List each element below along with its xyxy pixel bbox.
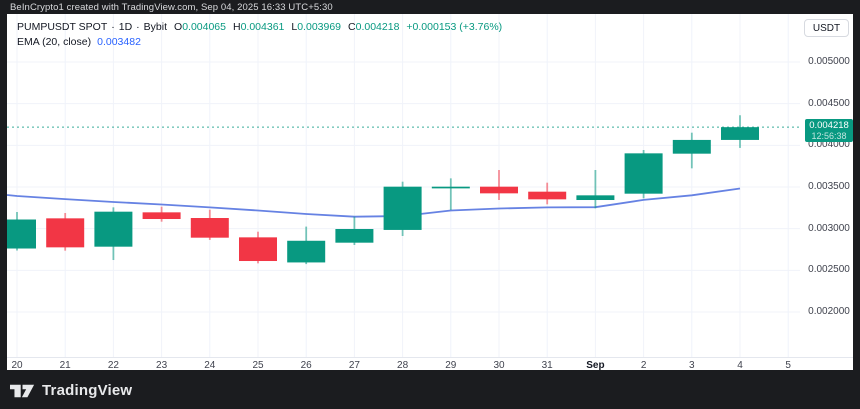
interval-label: 1D <box>118 20 133 33</box>
separator-dot: · <box>111 20 115 33</box>
open-value: 0.004065 <box>182 20 226 33</box>
candle-body <box>624 153 663 194</box>
price-tick-label: 0.003000 <box>808 222 850 234</box>
indicator-value: 0.003482 <box>97 35 141 48</box>
chart-legend: PUMPUSDT SPOT · 1D · Bybit O 0.004065 H … <box>17 20 502 48</box>
candle-body <box>190 218 229 238</box>
tradingview-logo-icon <box>10 384 35 397</box>
low-value: 0.003969 <box>297 20 342 33</box>
time-axis[interactable]: 20 21 22 23 24 25 26 27 28 29 30 31 Sep 2 3 4 5 <box>7 358 853 371</box>
change-value: +0.000153 (+3.76%) <box>406 20 503 33</box>
price-chart-canvas[interactable] <box>7 14 853 358</box>
attribution-text: BeInCrypto1 created with TradingView.com… <box>10 1 333 13</box>
close-value: 0.004218 <box>355 20 400 33</box>
open-label: O <box>174 20 183 33</box>
low-label: L <box>291 20 298 33</box>
chart-panel[interactable]: PUMPUSDT SPOT · 1D · Bybit O 0.004065 H … <box>7 14 853 371</box>
candle-body <box>480 186 518 194</box>
time-tick-label: 2 <box>640 360 647 371</box>
time-tick-label: 31 <box>541 360 553 371</box>
price-tick-label: 0.003500 <box>808 181 850 192</box>
brand-bar: TradingView <box>0 370 860 409</box>
last-price-value: 0.004218 <box>809 120 849 132</box>
price-tick-label: 0.002500 <box>808 264 850 276</box>
time-tick-label: 26 <box>300 360 312 371</box>
candle-body <box>431 186 470 189</box>
attribution-bar: BeInCrypto1 created with TradingView.com… <box>0 0 860 14</box>
candle-body <box>46 218 85 248</box>
last-price-countdown: 12:56:38 <box>811 131 847 142</box>
candle-body <box>94 211 133 247</box>
time-tick-label: 30 <box>493 360 505 371</box>
candle-body <box>142 212 181 220</box>
time-tick-label: 3 <box>689 360 695 371</box>
close-label: C <box>348 20 356 33</box>
time-tick-label: 22 <box>107 360 119 371</box>
candle-body <box>383 186 422 230</box>
last-price-badge: 0.004218 12:56:38 <box>805 119 853 143</box>
indicator-row: EMA (20, close) 0.003482 <box>17 35 502 48</box>
price-tick-label: 0.002000 <box>808 306 850 318</box>
price-tick-label: 0.005000 <box>808 56 850 67</box>
brand-lockup: TradingView <box>10 382 132 399</box>
time-tick-label: 24 <box>204 360 216 371</box>
candle-body <box>7 219 36 249</box>
time-tick-label: 23 <box>156 360 168 371</box>
exchange-label: Bybit <box>143 20 168 33</box>
high-label: H <box>232 20 241 33</box>
candle-body <box>239 237 277 262</box>
separator-dot: · <box>136 20 140 33</box>
indicator-name: EMA (20, close) <box>17 35 92 48</box>
candle-body <box>672 139 711 154</box>
symbol-name: PUMPUSDT SPOT <box>17 20 108 33</box>
price-axis[interactable]: 0.005000 0.004500 0.004000 0.003500 0.003000… <box>805 14 853 358</box>
time-tick-label: 4 <box>737 360 743 371</box>
currency-toggle-button[interactable]: USDT <box>804 19 849 37</box>
time-tick-label: 20 <box>11 360 23 371</box>
time-tick-label: 25 <box>252 360 264 371</box>
time-tick-label: 5 <box>785 360 791 371</box>
price-tick-label: 0.004000 <box>808 139 850 151</box>
candle-body <box>576 195 615 201</box>
candle-body <box>721 127 759 140</box>
candle-body <box>335 229 374 243</box>
candle-body <box>287 240 326 263</box>
time-tick-label: 28 <box>397 360 409 371</box>
price-tick-label: 0.004500 <box>808 97 850 109</box>
time-tick-label: 21 <box>59 360 71 371</box>
brand-wordmark: TradingView <box>42 382 133 399</box>
time-tick-label: Sep <box>586 360 605 371</box>
high-value: 0.004361 <box>240 20 285 33</box>
time-tick-label: 29 <box>445 360 457 371</box>
time-tick-label: 27 <box>348 360 360 371</box>
time-axis-separator <box>7 357 853 358</box>
symbol-row: PUMPUSDT SPOT · 1D · Bybit O 0.004065 H … <box>17 20 502 33</box>
candle-body <box>528 191 567 200</box>
